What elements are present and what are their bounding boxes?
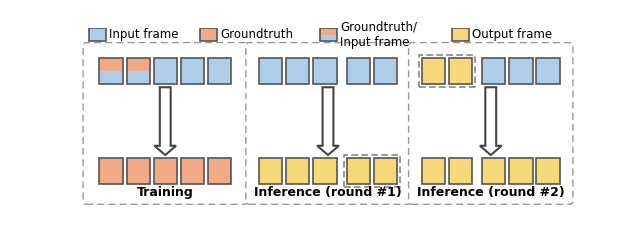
Bar [154,58,177,84]
Bar [509,58,532,84]
Bar [313,58,337,84]
Polygon shape [154,87,176,155]
Polygon shape [480,87,502,155]
Text: Groundtruth/
Input frame: Groundtruth/ Input frame [340,20,417,49]
Bar [449,58,472,84]
Text: Input frame: Input frame [109,28,179,41]
Bar [127,71,150,84]
Bar [99,158,123,184]
Bar [449,158,472,184]
Bar [99,58,123,71]
Bar [286,158,309,184]
Bar [320,28,337,34]
Bar [374,58,397,84]
Bar [99,71,123,84]
Bar [347,58,370,84]
Bar [180,58,204,84]
Bar [374,158,397,184]
Bar [419,55,476,87]
Bar [536,158,560,184]
Bar [154,158,177,184]
Bar [347,158,370,184]
Text: Inference (round #1): Inference (round #1) [254,186,402,199]
Bar [286,58,309,84]
Text: Groundtruth: Groundtruth [220,28,293,41]
Bar [127,58,150,84]
Bar [536,58,560,84]
Text: Inference (round #2): Inference (round #2) [417,186,564,199]
FancyBboxPatch shape [246,43,410,204]
Bar [482,58,506,84]
FancyBboxPatch shape [83,43,248,204]
Bar [344,155,400,187]
Bar [90,28,106,41]
Bar [320,34,337,41]
Bar [452,28,469,41]
Bar [200,28,217,41]
Bar [99,58,123,84]
Bar [422,58,445,84]
Bar [259,158,282,184]
Bar [509,158,532,184]
Polygon shape [317,87,339,155]
Bar [259,58,282,84]
Text: Output frame: Output frame [472,28,552,41]
Bar [127,58,150,71]
Bar [482,158,506,184]
FancyBboxPatch shape [408,43,573,204]
Bar [422,158,445,184]
Bar [313,158,337,184]
Text: Training: Training [137,186,194,199]
Bar [208,158,231,184]
Bar [180,158,204,184]
Bar [127,158,150,184]
Bar [320,28,337,41]
Bar [208,58,231,84]
